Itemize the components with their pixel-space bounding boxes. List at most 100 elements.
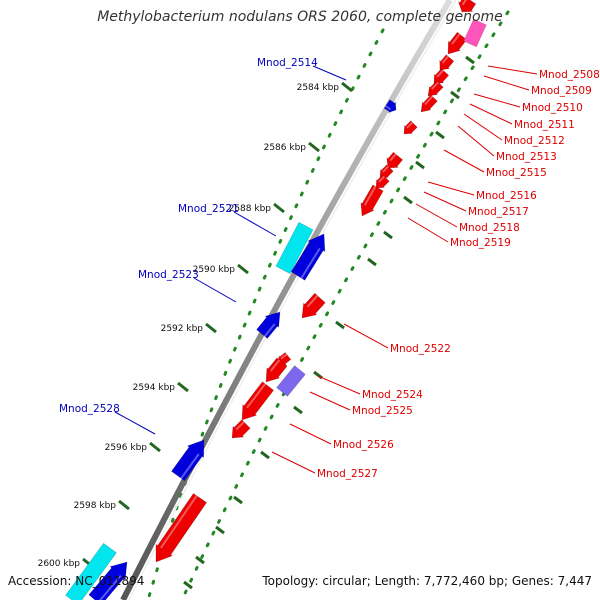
label-leader [407, 217, 449, 243]
gene-arrow-reverse [427, 80, 444, 97]
label-leader [443, 149, 485, 173]
label-leader [193, 277, 237, 303]
gene-arrow-forward [171, 439, 205, 482]
gene-arrow-reverse [155, 493, 208, 563]
feature-layer [65, 0, 487, 600]
tick-mark [177, 381, 189, 393]
label-leader [473, 93, 521, 108]
gene-arrow-reverse-shine [451, 33, 461, 45]
gene-label-reverse: Mnod_2516 [476, 190, 537, 202]
gene-arrow-reverse-shine [306, 295, 319, 308]
gene-label-reverse: Mnod_2508 [539, 69, 600, 81]
tick-layer: 2584 kbp 2586 kbp 2588 kbp 2590 kbp 2592 kbp… [38, 55, 475, 590]
gene-arrow-forward-shine [385, 105, 392, 111]
gene-arrow-reverse [360, 184, 384, 217]
tick-label: 2594 kbp [133, 383, 176, 393]
gene-arrow-forward-shine [180, 453, 200, 479]
gene-label-reverse: Mnod_2519 [450, 237, 511, 249]
track-tick [450, 90, 460, 100]
gene-label-reverse: Mnod_2511 [514, 119, 575, 131]
gene-arrow-forward-shine [300, 247, 321, 279]
gene-label-reverse: Mnod_2512 [504, 135, 565, 147]
label-leader [317, 375, 361, 395]
track-tick [183, 580, 193, 590]
track-tick [195, 555, 205, 565]
map-title: Methylobacterium nodulans ORS 2060, comp… [97, 9, 503, 25]
tick-label: 2598 kbp [74, 501, 117, 511]
gene-arrow-reverse [403, 120, 418, 135]
gene-arrow-forward-shine [98, 574, 122, 600]
gene-label-forward: Mnod_2521 [178, 203, 239, 215]
gene-arrow-reverse-shine [424, 95, 434, 106]
label-leader [312, 65, 347, 81]
gene-label-reverse: Mnod_2525 [352, 405, 413, 417]
gene-arrow-reverse-shine [363, 186, 377, 206]
label-leader [309, 391, 351, 411]
gene-arrow-reverse [457, 0, 477, 13]
gene-rrna [65, 542, 117, 600]
genome-summary: Topology: circular; Length: 7,772,460 bp… [262, 574, 592, 588]
track-tick [293, 405, 303, 415]
tick-label: 2584 kbp [297, 83, 340, 93]
gene-label-reverse: Mnod_2509 [531, 85, 592, 97]
gene-label-reverse: Mnod_2527 [317, 468, 378, 480]
gene-label-reverse: Mnod_2524 [362, 389, 423, 401]
track-tick [383, 230, 393, 240]
gene-arrow-reverse [375, 174, 390, 189]
gene-label-reverse: Mnod_2518 [459, 222, 520, 234]
label-layer: Mnod_2514 Mnod_2521 Mnod_2523 Mnod_2528 Mnod… [59, 57, 600, 480]
tick-label: 2596 kbp [105, 443, 148, 453]
track-tick [233, 495, 243, 505]
track-tick [435, 130, 445, 140]
gene-arrow-reverse-shine [441, 55, 449, 64]
gene-arrow-reverse-shine [389, 153, 397, 162]
gene-arrow-reverse-shine [269, 359, 281, 372]
gene-arrow-reverse [439, 54, 455, 71]
gene-label-reverse: Mnod_2517 [468, 206, 529, 218]
gene-arrow-forward [290, 233, 326, 281]
label-leader [423, 191, 467, 212]
label-leader [483, 75, 530, 91]
tick-mark [308, 141, 320, 153]
track-tick [335, 320, 345, 330]
label-leader [469, 103, 513, 125]
gene-arrow-reverse-shine [382, 165, 390, 173]
accession-text: Accession: NC_011894 [8, 574, 145, 588]
tick-label: 2588 kbp [229, 204, 272, 214]
gene-label-forward: Mnod_2523 [138, 269, 199, 281]
track-tick [403, 195, 413, 205]
label-leader [487, 65, 538, 75]
gene-arrow-forward [88, 561, 128, 600]
tick-mark [118, 499, 130, 511]
gene-label-reverse: Mnod_2515 [486, 167, 547, 179]
label-leader [233, 211, 277, 237]
gene-arrow-reverse [231, 419, 251, 439]
gene-label-reverse: Mnod_2510 [522, 102, 583, 114]
gene-arrow-forward-shine [263, 323, 276, 337]
gene-arrow-reverse [386, 151, 404, 169]
track-tick [260, 450, 270, 460]
gene-arrow-reverse-shine [431, 81, 440, 90]
tick-label: 2592 kbp [161, 324, 204, 334]
tick-mark [205, 322, 217, 334]
gene-arrow-reverse [241, 381, 275, 421]
tick-mark [273, 202, 285, 214]
gene-arrow-reverse-shine [246, 383, 266, 409]
gene-arrow-reverse-shine [160, 495, 198, 549]
gene-arrow-reverse-shine [436, 69, 444, 78]
gene-arrow-reverse-shine [378, 175, 386, 183]
label-leader [114, 411, 156, 435]
inner-dotted-track [180, 10, 510, 600]
genome-backbone-highlight [128, 0, 457, 600]
gene-arrow-reverse-shine [406, 121, 414, 129]
gene-arrow-reverse [265, 357, 288, 383]
gene-trna [463, 18, 487, 48]
tick-mark [341, 81, 353, 93]
gene-arrow-forward [256, 311, 281, 339]
tick-label: 2600 kbp [38, 559, 81, 569]
gene-label-forward: Mnod_2528 [59, 403, 120, 415]
track-tick [367, 257, 377, 267]
gene-label-forward: Mnod_2514 [257, 57, 318, 69]
tick-mark [237, 263, 249, 275]
